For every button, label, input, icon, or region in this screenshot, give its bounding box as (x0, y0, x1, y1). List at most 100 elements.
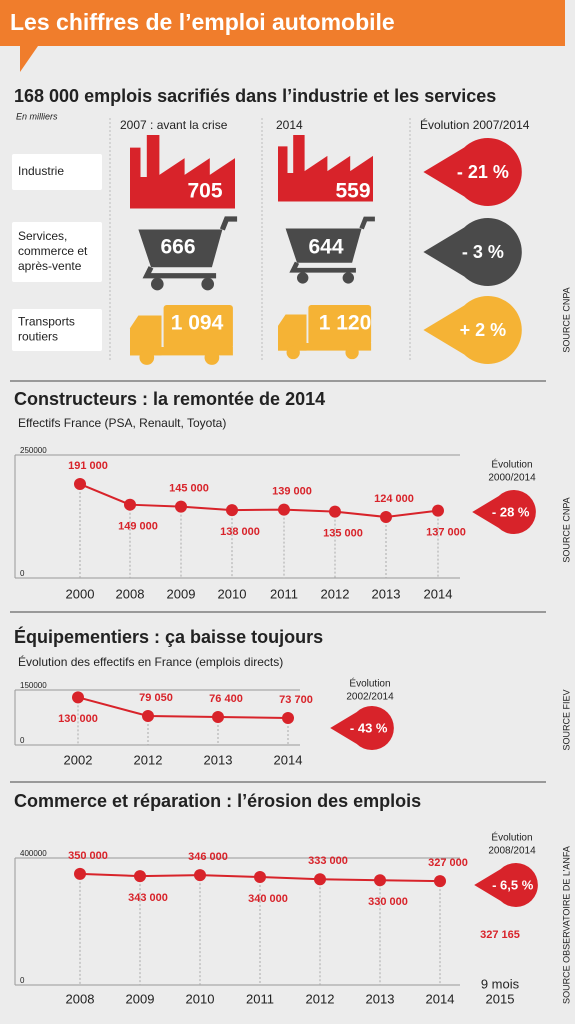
icon-part (278, 343, 372, 351)
y-tick-label: 400000 (20, 849, 47, 858)
annotation: Évolution (349, 677, 390, 690)
chart-title: Équipementiers : ça baisse toujours (14, 626, 323, 647)
row-value: 666 (160, 236, 195, 259)
icon-part (308, 305, 372, 345)
badge-label: - 6,5 % (492, 877, 534, 892)
icon-part (278, 314, 307, 351)
icon-part (130, 315, 162, 356)
x-tick-label: 2000 (66, 586, 95, 601)
badge (474, 862, 538, 907)
row-label: Industrie (18, 164, 64, 178)
y-tick-label: 150000 (20, 681, 47, 690)
source: SOURCE CNPA (561, 287, 571, 352)
point (329, 505, 341, 518)
unit: En milliers (16, 111, 58, 121)
badge-label: - 3 % (462, 242, 504, 262)
chart-subtitle: Évolution des effectifs en France (emplo… (18, 654, 283, 669)
icon (278, 305, 372, 360)
value-label: 330 000 (368, 896, 408, 908)
y-tick-label: 0 (20, 736, 25, 745)
icon-part (285, 228, 362, 263)
extra-category: 2015 (486, 991, 515, 1006)
chart-title: Constructeurs : la remontée de 2014 (14, 389, 325, 409)
point (74, 867, 86, 880)
row-value: 559 (335, 180, 370, 203)
row-label: après-vente (18, 259, 82, 273)
icon-part (289, 261, 356, 273)
extra-value: 327 165 (480, 929, 520, 941)
badge-label: - 21 % (457, 162, 509, 182)
annotation: Évolution (491, 831, 532, 844)
icon (285, 216, 375, 284)
point (142, 710, 154, 723)
x-tick-label: 2008 (116, 586, 145, 601)
x-tick-label: 2014 (274, 752, 303, 767)
chart-title: Commerce et réparation : l’érosion des e… (14, 791, 421, 811)
point (226, 504, 238, 517)
icon-part (138, 229, 223, 268)
main-title: Les chiffres de l’emploi automobile (10, 9, 395, 35)
x-tick-label: 2011 (270, 586, 298, 601)
icon-part (151, 277, 164, 291)
point (134, 870, 146, 883)
x-tick-label: 2013 (204, 752, 233, 767)
column-header: 2014 (276, 118, 303, 132)
point (194, 869, 206, 882)
icon-part (201, 277, 214, 291)
value-label: 137 000 (426, 527, 466, 539)
row-value: 1 120 (319, 312, 372, 335)
icon-part (286, 345, 300, 360)
icon-part (163, 305, 233, 350)
chart-subtitle: Effectifs France (PSA, Renault, Toyota) (18, 416, 226, 430)
icon-part (139, 350, 155, 365)
row-label-box (12, 222, 102, 282)
source: SOURCE FIEV (561, 689, 571, 750)
row-value: 1 094 (171, 312, 224, 335)
badge (330, 706, 394, 751)
point (175, 500, 187, 513)
row-label: Services, (18, 229, 67, 243)
value-label: 139 000 (272, 486, 312, 498)
point (282, 711, 294, 724)
icon-part (297, 272, 309, 284)
value-label: 149 000 (118, 521, 158, 533)
value-label: 130 000 (58, 713, 98, 725)
value-label: 350 000 (68, 850, 108, 862)
extra-category: 9 mois (481, 976, 520, 991)
point (74, 478, 86, 491)
value-label: 327 000 (428, 857, 468, 869)
row-label-box (12, 309, 102, 351)
value-label: 124 000 (374, 493, 414, 505)
value-label: 346 000 (188, 851, 228, 863)
point (254, 871, 266, 884)
column-header: Évolution 2007/2014 (420, 117, 530, 132)
point (124, 498, 136, 511)
source: SOURCE OBSERVATOIRE DE L’ANFA (561, 846, 571, 1004)
annotation: 2000/2014 (488, 473, 536, 484)
point (374, 874, 386, 887)
badge (423, 296, 522, 364)
annotation: 2002/2014 (346, 692, 394, 703)
section-title: 168 000 emplois sacrifiés dans l’industr… (14, 86, 496, 106)
badge (423, 218, 522, 287)
value-label: 135 000 (323, 527, 363, 539)
icon-part (130, 347, 233, 356)
icon-part (204, 350, 220, 365)
x-tick-label: 2014 (424, 586, 453, 601)
annotation: 2008/2014 (488, 846, 536, 857)
line (77, 696, 289, 719)
row-label-box (12, 154, 102, 190)
badge (472, 490, 536, 534)
point (72, 691, 84, 704)
point (278, 503, 290, 516)
x-tick-label: 2013 (366, 991, 395, 1006)
x-tick-label: 2014 (426, 991, 455, 1006)
x-tick-label: 2010 (218, 586, 247, 601)
value-label: 333 000 (308, 855, 348, 867)
x-tick-label: 2009 (126, 991, 155, 1006)
value-label: 73 700 (279, 694, 313, 706)
icon-part (278, 135, 373, 202)
value-label: 343 000 (128, 892, 168, 904)
value-label: 145 000 (169, 483, 209, 495)
badge (423, 138, 522, 207)
